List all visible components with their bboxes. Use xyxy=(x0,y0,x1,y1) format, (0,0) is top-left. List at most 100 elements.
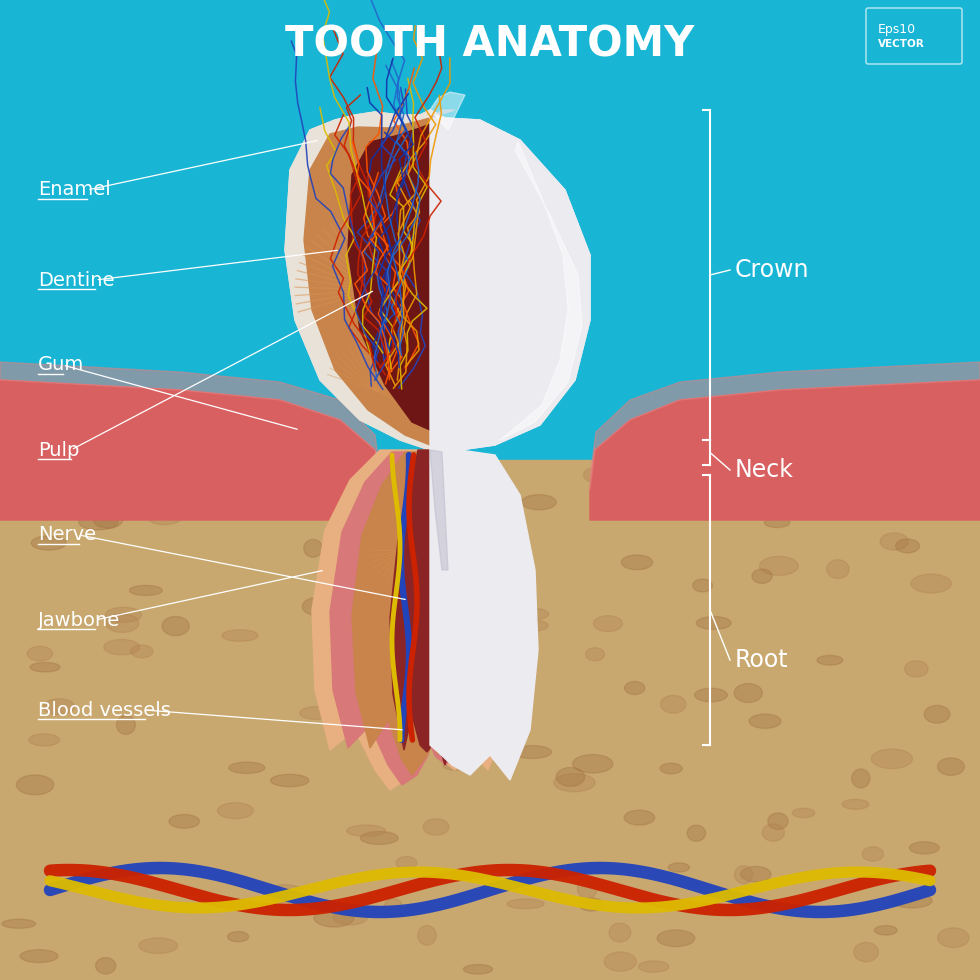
Ellipse shape xyxy=(484,571,512,587)
Ellipse shape xyxy=(661,763,682,774)
Ellipse shape xyxy=(31,536,66,550)
Ellipse shape xyxy=(44,699,74,714)
Ellipse shape xyxy=(585,648,605,661)
Text: Blood vessels: Blood vessels xyxy=(38,701,171,719)
Ellipse shape xyxy=(905,661,928,677)
Ellipse shape xyxy=(443,760,467,770)
Ellipse shape xyxy=(883,487,923,500)
Ellipse shape xyxy=(687,825,706,841)
Ellipse shape xyxy=(621,555,653,569)
Polygon shape xyxy=(0,380,380,520)
Polygon shape xyxy=(430,452,502,768)
Ellipse shape xyxy=(852,769,870,788)
Ellipse shape xyxy=(357,484,397,495)
Ellipse shape xyxy=(228,474,256,493)
Ellipse shape xyxy=(761,463,804,477)
Ellipse shape xyxy=(339,587,358,598)
Ellipse shape xyxy=(896,539,919,553)
Ellipse shape xyxy=(465,707,493,715)
Ellipse shape xyxy=(17,775,54,795)
Ellipse shape xyxy=(734,683,762,703)
Ellipse shape xyxy=(139,938,177,954)
Ellipse shape xyxy=(507,899,544,908)
Text: Enamel: Enamel xyxy=(38,180,111,200)
Ellipse shape xyxy=(624,681,645,695)
Polygon shape xyxy=(430,110,455,120)
Polygon shape xyxy=(500,142,582,440)
Ellipse shape xyxy=(910,574,952,593)
Ellipse shape xyxy=(129,585,163,596)
Ellipse shape xyxy=(266,885,306,903)
Ellipse shape xyxy=(466,729,488,743)
Ellipse shape xyxy=(78,514,119,530)
Ellipse shape xyxy=(874,925,897,935)
Bar xyxy=(0,460,980,980)
Ellipse shape xyxy=(924,706,950,723)
Ellipse shape xyxy=(639,960,668,972)
FancyBboxPatch shape xyxy=(866,8,962,64)
Polygon shape xyxy=(348,124,430,430)
Ellipse shape xyxy=(396,857,416,869)
Ellipse shape xyxy=(609,923,631,942)
Ellipse shape xyxy=(417,925,436,945)
Ellipse shape xyxy=(489,537,519,553)
Text: Gum: Gum xyxy=(38,356,84,374)
Polygon shape xyxy=(0,362,380,490)
Ellipse shape xyxy=(605,952,636,971)
Text: Nerve: Nerve xyxy=(38,525,96,545)
Ellipse shape xyxy=(554,773,595,792)
Polygon shape xyxy=(430,452,485,766)
Ellipse shape xyxy=(514,620,548,631)
Ellipse shape xyxy=(336,670,356,690)
Ellipse shape xyxy=(314,908,354,927)
Ellipse shape xyxy=(577,879,597,899)
Ellipse shape xyxy=(471,537,505,548)
Ellipse shape xyxy=(513,746,552,759)
Ellipse shape xyxy=(28,734,60,746)
Ellipse shape xyxy=(423,818,449,835)
Ellipse shape xyxy=(431,473,462,486)
Ellipse shape xyxy=(365,643,393,658)
Ellipse shape xyxy=(228,762,265,773)
Ellipse shape xyxy=(347,825,385,837)
Ellipse shape xyxy=(96,957,116,974)
Ellipse shape xyxy=(624,810,655,825)
Polygon shape xyxy=(352,452,430,775)
Ellipse shape xyxy=(469,564,504,580)
Ellipse shape xyxy=(842,800,869,809)
Ellipse shape xyxy=(657,930,695,947)
Ellipse shape xyxy=(762,824,784,841)
Ellipse shape xyxy=(93,511,123,528)
Polygon shape xyxy=(304,118,430,445)
Ellipse shape xyxy=(521,495,557,510)
Ellipse shape xyxy=(764,517,790,527)
Ellipse shape xyxy=(12,476,31,495)
Polygon shape xyxy=(285,110,590,450)
Ellipse shape xyxy=(735,865,753,884)
Ellipse shape xyxy=(514,608,549,620)
Text: Root: Root xyxy=(735,648,789,672)
Ellipse shape xyxy=(817,656,843,665)
Ellipse shape xyxy=(227,931,249,942)
Ellipse shape xyxy=(909,842,939,854)
Ellipse shape xyxy=(2,919,35,928)
Ellipse shape xyxy=(892,894,932,907)
Ellipse shape xyxy=(397,558,435,566)
Ellipse shape xyxy=(741,866,771,882)
Polygon shape xyxy=(330,452,430,785)
Ellipse shape xyxy=(130,645,153,658)
Polygon shape xyxy=(430,450,448,570)
Ellipse shape xyxy=(938,758,964,775)
Ellipse shape xyxy=(169,814,200,828)
Ellipse shape xyxy=(661,695,686,713)
Ellipse shape xyxy=(146,506,183,524)
Ellipse shape xyxy=(218,803,254,818)
Polygon shape xyxy=(430,450,464,765)
Ellipse shape xyxy=(302,597,335,615)
Text: Eps10: Eps10 xyxy=(878,24,916,36)
Ellipse shape xyxy=(862,847,884,861)
Polygon shape xyxy=(285,110,430,450)
Ellipse shape xyxy=(752,569,772,583)
Ellipse shape xyxy=(495,578,517,594)
Ellipse shape xyxy=(827,560,849,578)
